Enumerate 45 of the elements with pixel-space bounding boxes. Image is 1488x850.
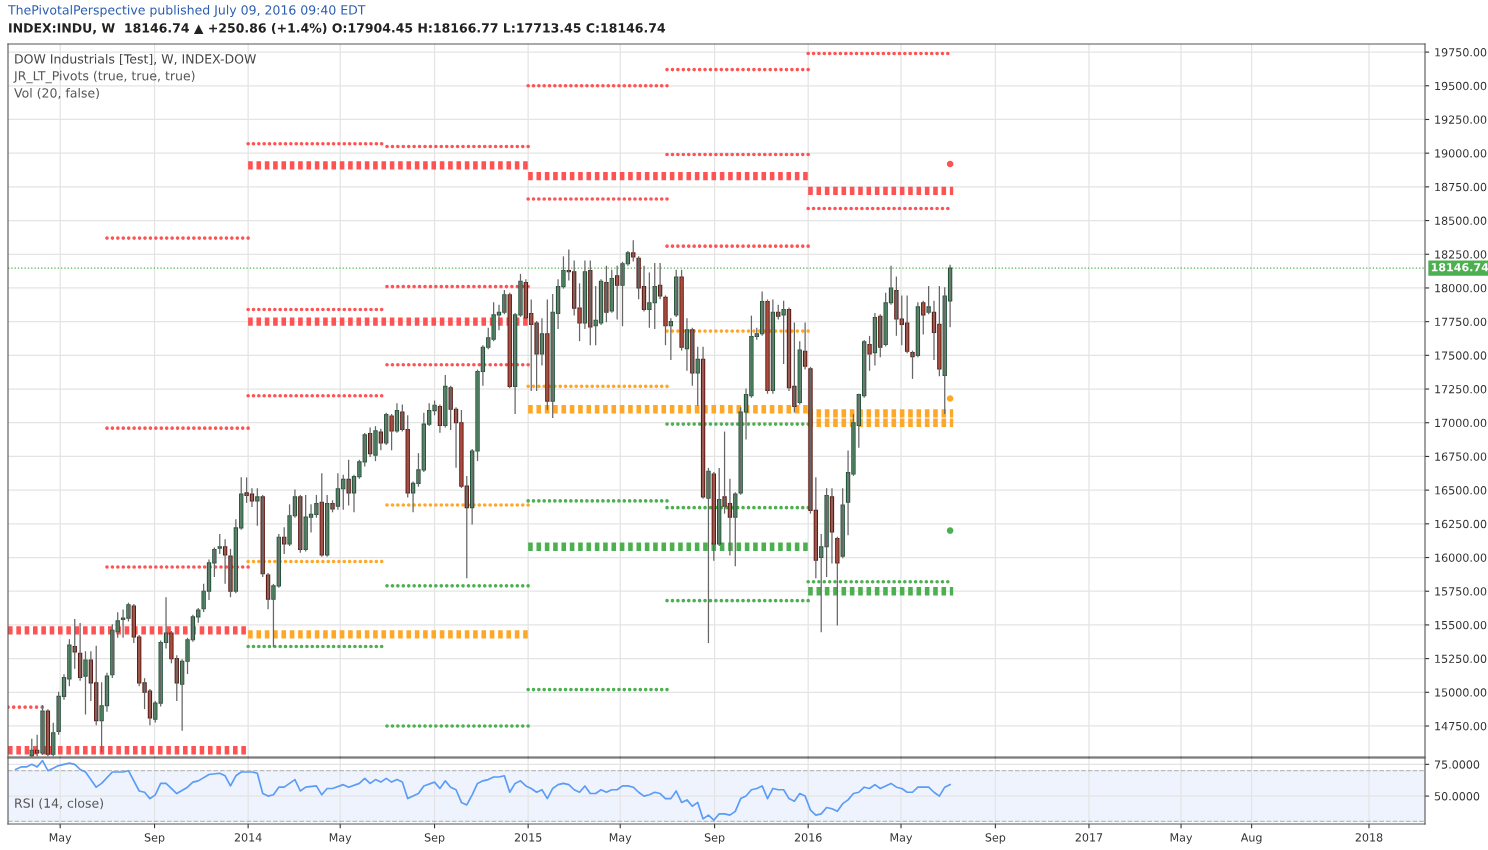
- x-tick-label: May: [1170, 833, 1193, 844]
- x-tick-label: Sep: [704, 833, 725, 844]
- x-tick-label: May: [609, 833, 632, 844]
- y-tick-label: 75.0000: [1434, 760, 1480, 769]
- y-tick-label: 19750.00: [1435, 48, 1487, 57]
- text: RSI (14, close): [15, 798, 104, 810]
- chart-subtitle: INDEX:INDU, W 18146.74 ▲ +250.86 (+1.4%) O:17904.45 H:18166.77 L:17713.45 C:18146.74: [9, 22, 666, 35]
- x-tick-label: 2018: [1355, 833, 1383, 842]
- y-tick-label: 18250.00: [1435, 250, 1487, 259]
- y-tick-label: 15500.00: [1435, 620, 1487, 630]
- annotation: Vol (20, false): [14, 87, 99, 100]
- y-tick-label: 19500.00: [1435, 81, 1487, 91]
- y-tick-label: 14750.00: [1435, 721, 1487, 731]
- y-tick-label: 15750.00: [1435, 587, 1487, 596]
- x-tick-label: 2017: [1075, 833, 1103, 842]
- y-tick-label: 18750.00: [1435, 182, 1487, 192]
- y-tick-label: 15000.00: [1435, 688, 1487, 697]
- y-tick-label: 19000.00: [1435, 149, 1487, 158]
- x-tick-label: Sep: [424, 833, 445, 844]
- x-tick-label: Sep: [985, 833, 1006, 844]
- x-tick-label: Sep: [144, 833, 165, 844]
- x-tick-label: May: [890, 833, 913, 844]
- y-tick-label: 15250.00: [1435, 654, 1487, 663]
- ref-line-label: 18146.74: [1431, 263, 1488, 272]
- y-tick-label: 17250.00: [1435, 385, 1487, 394]
- x-tick-label: 2016: [794, 833, 822, 842]
- y-tick-label: 16500.00: [1435, 486, 1487, 495]
- y-tick-label: 18500.00: [1435, 216, 1487, 225]
- y-tick-label: 50.0000: [1434, 792, 1480, 801]
- x-tick-label: 2015: [514, 833, 542, 842]
- y-tick-label: 16750.00: [1435, 452, 1487, 461]
- x-tick-label: 2014: [234, 833, 262, 842]
- y-tick-label: 17000.00: [1435, 418, 1487, 428]
- y-tick-label: 19250.00: [1435, 115, 1487, 124]
- y-tick-label: 17500.00: [1435, 351, 1487, 360]
- y-tick-label: 17750.00: [1435, 317, 1487, 327]
- x-tick-label: May: [329, 833, 352, 844]
- x-tick-label: Aug: [1240, 833, 1262, 844]
- annotation: JR_LT_Pivots (true, true, true): [13, 70, 195, 84]
- annotation: DOW Industrials [Test], W, INDEX-DOW: [15, 53, 256, 66]
- y-tick-label: 16250.00: [1435, 519, 1487, 529]
- y-tick-label: 18000.00: [1435, 283, 1487, 293]
- y-tick-label: 16000.00: [1435, 553, 1487, 562]
- x-tick-label: May: [49, 833, 72, 844]
- chart-title: ThePivotalPerspective published July 09, 2016 09:40 EDT: [7, 4, 366, 18]
